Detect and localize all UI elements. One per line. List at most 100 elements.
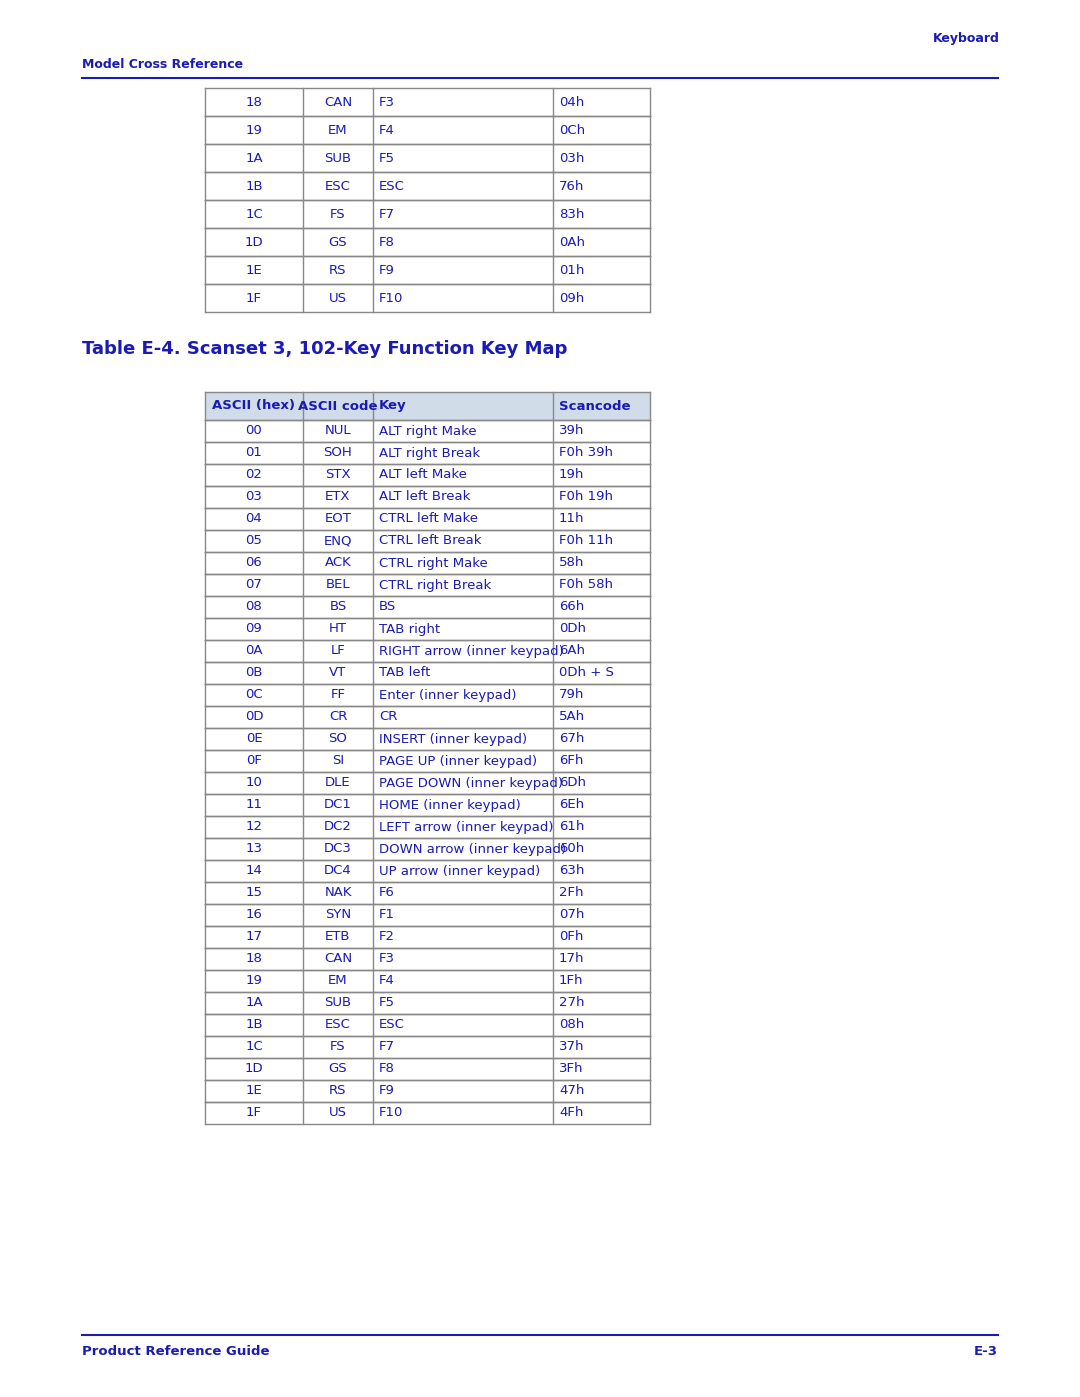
Bar	[205, 793, 650, 816]
Text: FS: FS	[330, 1041, 346, 1053]
Text: 1D: 1D	[245, 236, 264, 249]
Text: F8: F8	[379, 1063, 395, 1076]
Text: 18: 18	[245, 953, 262, 965]
Text: 01h: 01h	[559, 264, 584, 277]
Text: 63h: 63h	[559, 865, 584, 877]
Text: 18: 18	[245, 95, 262, 109]
Text: 1Fh: 1Fh	[559, 975, 583, 988]
Text: 0Ah: 0Ah	[559, 236, 585, 249]
Bar	[205, 1102, 650, 1125]
Text: DC2: DC2	[324, 820, 352, 834]
Text: 1D: 1D	[245, 1063, 264, 1076]
Text: E-3: E-3	[974, 1345, 998, 1358]
Text: 12: 12	[245, 820, 262, 834]
Text: F9: F9	[379, 264, 395, 277]
Text: TAB left: TAB left	[379, 666, 430, 679]
Bar	[205, 144, 650, 172]
Text: HOME (inner keypad): HOME (inner keypad)	[379, 799, 521, 812]
Text: ESC: ESC	[379, 179, 405, 193]
Text: 1A: 1A	[245, 996, 262, 1010]
Text: Product Reference Guide: Product Reference Guide	[82, 1345, 270, 1358]
Text: PAGE DOWN (inner keypad): PAGE DOWN (inner keypad)	[379, 777, 563, 789]
Bar	[205, 256, 650, 284]
Text: ESC: ESC	[325, 179, 351, 193]
Text: F1: F1	[379, 908, 395, 922]
Text: F4: F4	[379, 975, 395, 988]
Text: RS: RS	[329, 1084, 347, 1098]
Text: 19: 19	[245, 123, 262, 137]
Bar	[205, 728, 650, 750]
Text: CAN: CAN	[324, 953, 352, 965]
Text: CR: CR	[379, 711, 397, 724]
Text: 1B: 1B	[245, 179, 262, 193]
Text: 09: 09	[245, 623, 262, 636]
Text: 66h: 66h	[559, 601, 584, 613]
Text: F7: F7	[379, 208, 395, 221]
Text: CTRL left Break: CTRL left Break	[379, 535, 482, 548]
Text: 58h: 58h	[559, 556, 584, 570]
Text: F5: F5	[379, 151, 395, 165]
Bar	[205, 464, 650, 486]
Text: UP arrow (inner keypad): UP arrow (inner keypad)	[379, 865, 540, 877]
Text: SI: SI	[332, 754, 345, 767]
Text: EOT: EOT	[325, 513, 351, 525]
Text: 0F: 0F	[246, 754, 262, 767]
Text: 6Dh: 6Dh	[559, 777, 586, 789]
Text: 67h: 67h	[559, 732, 584, 746]
Text: NAK: NAK	[324, 887, 352, 900]
Text: 1C: 1C	[245, 208, 262, 221]
Text: 1F: 1F	[246, 292, 262, 305]
Bar	[205, 116, 650, 144]
Text: 17: 17	[245, 930, 262, 943]
Text: ALT left Make: ALT left Make	[379, 468, 467, 482]
Text: HT: HT	[329, 623, 347, 636]
Text: F5: F5	[379, 996, 395, 1010]
Text: DC1: DC1	[324, 799, 352, 812]
Text: ASCII code: ASCII code	[298, 400, 378, 412]
Text: EM: EM	[328, 975, 348, 988]
Text: 60h: 60h	[559, 842, 584, 855]
Text: 0B: 0B	[245, 666, 262, 679]
Text: INSERT (inner keypad): INSERT (inner keypad)	[379, 732, 527, 746]
Text: Model Cross Reference: Model Cross Reference	[82, 59, 243, 71]
Text: 08h: 08h	[559, 1018, 584, 1031]
Bar	[205, 284, 650, 312]
Text: F2: F2	[379, 930, 395, 943]
Text: 10: 10	[245, 777, 262, 789]
Bar	[205, 1037, 650, 1058]
Bar	[205, 750, 650, 773]
Text: 11h: 11h	[559, 513, 584, 525]
Text: F8: F8	[379, 236, 395, 249]
Text: 6Ah: 6Ah	[559, 644, 585, 658]
Bar	[205, 228, 650, 256]
Bar	[205, 172, 650, 200]
Text: F7: F7	[379, 1041, 395, 1053]
Text: ASCII (hex): ASCII (hex)	[213, 400, 296, 412]
Bar	[205, 926, 650, 949]
Text: DLE: DLE	[325, 777, 351, 789]
Text: STX: STX	[325, 468, 351, 482]
Text: 83h: 83h	[559, 208, 584, 221]
Text: 0C: 0C	[245, 689, 262, 701]
Text: 61h: 61h	[559, 820, 584, 834]
Text: RIGHT arrow (inner keypad): RIGHT arrow (inner keypad)	[379, 644, 564, 658]
Text: 08: 08	[245, 601, 262, 613]
Text: ESC: ESC	[379, 1018, 405, 1031]
Text: NUL: NUL	[325, 425, 351, 437]
Bar	[205, 662, 650, 685]
Text: F0h 39h: F0h 39h	[559, 447, 613, 460]
Text: 47h: 47h	[559, 1084, 584, 1098]
Text: 6Eh: 6Eh	[559, 799, 584, 812]
Text: SYN: SYN	[325, 908, 351, 922]
Text: Keyboard: Keyboard	[933, 32, 1000, 45]
Text: 05: 05	[245, 535, 262, 548]
Text: PAGE UP (inner keypad): PAGE UP (inner keypad)	[379, 754, 537, 767]
Text: 1F: 1F	[246, 1106, 262, 1119]
Text: 0Fh: 0Fh	[559, 930, 583, 943]
Text: ALT right Make: ALT right Make	[379, 425, 476, 437]
Text: 4Fh: 4Fh	[559, 1106, 583, 1119]
Text: RS: RS	[329, 264, 347, 277]
Text: 09h: 09h	[559, 292, 584, 305]
Text: 17h: 17h	[559, 953, 584, 965]
Text: CTRL right Break: CTRL right Break	[379, 578, 491, 591]
